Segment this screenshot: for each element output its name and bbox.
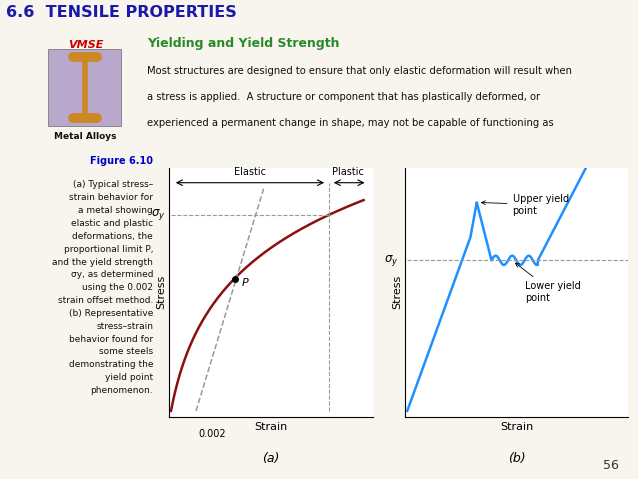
Text: VMSE: VMSE bbox=[68, 40, 104, 50]
Text: Figure 6.10: Figure 6.10 bbox=[90, 156, 153, 166]
Text: Lower yield
point: Lower yield point bbox=[516, 263, 581, 303]
Text: 56: 56 bbox=[603, 459, 619, 472]
Text: Upper yield
point: Upper yield point bbox=[482, 194, 568, 216]
Text: (a) Typical stress–
strain behavior for
a metal showing
elastic and plastic
defo: (a) Typical stress– strain behavior for … bbox=[52, 181, 153, 395]
Y-axis label: Stress: Stress bbox=[156, 275, 167, 309]
Text: experienced a permanent change in shape, may not be capable of functioning as: experienced a permanent change in shape,… bbox=[147, 118, 554, 128]
Text: Most structures are designed to ensure that only elastic deformation will result: Most structures are designed to ensure t… bbox=[147, 66, 572, 76]
Text: $\sigma_y$: $\sigma_y$ bbox=[151, 207, 165, 222]
FancyBboxPatch shape bbox=[48, 49, 121, 125]
Text: P: P bbox=[241, 278, 248, 288]
Text: a stress is applied.  A structure or component that has plastically deformed, or: a stress is applied. A structure or comp… bbox=[147, 92, 540, 102]
Text: Plastic: Plastic bbox=[332, 167, 364, 177]
X-axis label: Strain: Strain bbox=[500, 422, 533, 432]
Text: (b): (b) bbox=[508, 452, 526, 465]
Text: Metal Alloys: Metal Alloys bbox=[54, 132, 116, 141]
Text: $\sigma_y$: $\sigma_y$ bbox=[384, 253, 399, 268]
Text: Elastic: Elastic bbox=[234, 167, 266, 177]
Text: 0.002: 0.002 bbox=[198, 429, 226, 439]
Text: 6.6  TENSILE PROPERTIES: 6.6 TENSILE PROPERTIES bbox=[6, 5, 237, 20]
X-axis label: Strain: Strain bbox=[255, 422, 288, 432]
Text: Yielding and Yield Strength: Yielding and Yield Strength bbox=[147, 37, 339, 50]
Y-axis label: Stress: Stress bbox=[392, 275, 403, 309]
Text: (a): (a) bbox=[262, 452, 280, 465]
